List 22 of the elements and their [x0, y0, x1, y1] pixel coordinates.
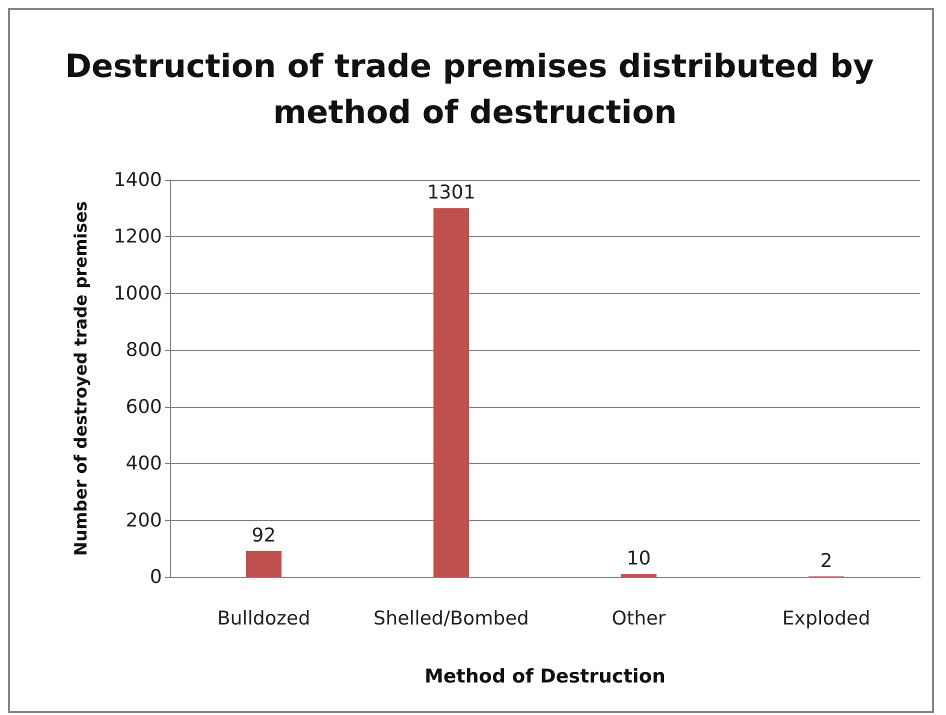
x-tick-label: Shelled/Bombed — [374, 608, 529, 630]
y-tick-label: 1400 — [114, 169, 162, 191]
x-tick-label: Exploded — [782, 608, 870, 630]
y-tick-label: 1200 — [114, 226, 162, 248]
data-label: 10 — [626, 548, 651, 570]
bar — [620, 574, 657, 577]
y-axis-title: Number of destroyed trade premises — [72, 201, 92, 556]
y-tick-label: 400 — [126, 452, 162, 475]
y-tick-label: 200 — [126, 509, 162, 532]
chart-title: Destruction of trade premises distributed by method of destruction — [64, 47, 886, 131]
y-tick-label: 800 — [126, 339, 162, 362]
data-label: 1301 — [427, 182, 476, 204]
y-tick-label: 600 — [126, 396, 162, 418]
bar — [246, 550, 282, 577]
data-label: 2 — [820, 550, 832, 572]
y-tick-label: 1000 — [114, 282, 162, 304]
x-axis-title: Method of Destruction — [424, 666, 666, 688]
y-tick-label: 0 — [150, 566, 162, 588]
data-label: 92 — [252, 524, 276, 546]
x-tick-label: Other — [612, 608, 666, 630]
bar — [433, 208, 470, 577]
x-tick-label: Bulldozed — [217, 608, 310, 630]
